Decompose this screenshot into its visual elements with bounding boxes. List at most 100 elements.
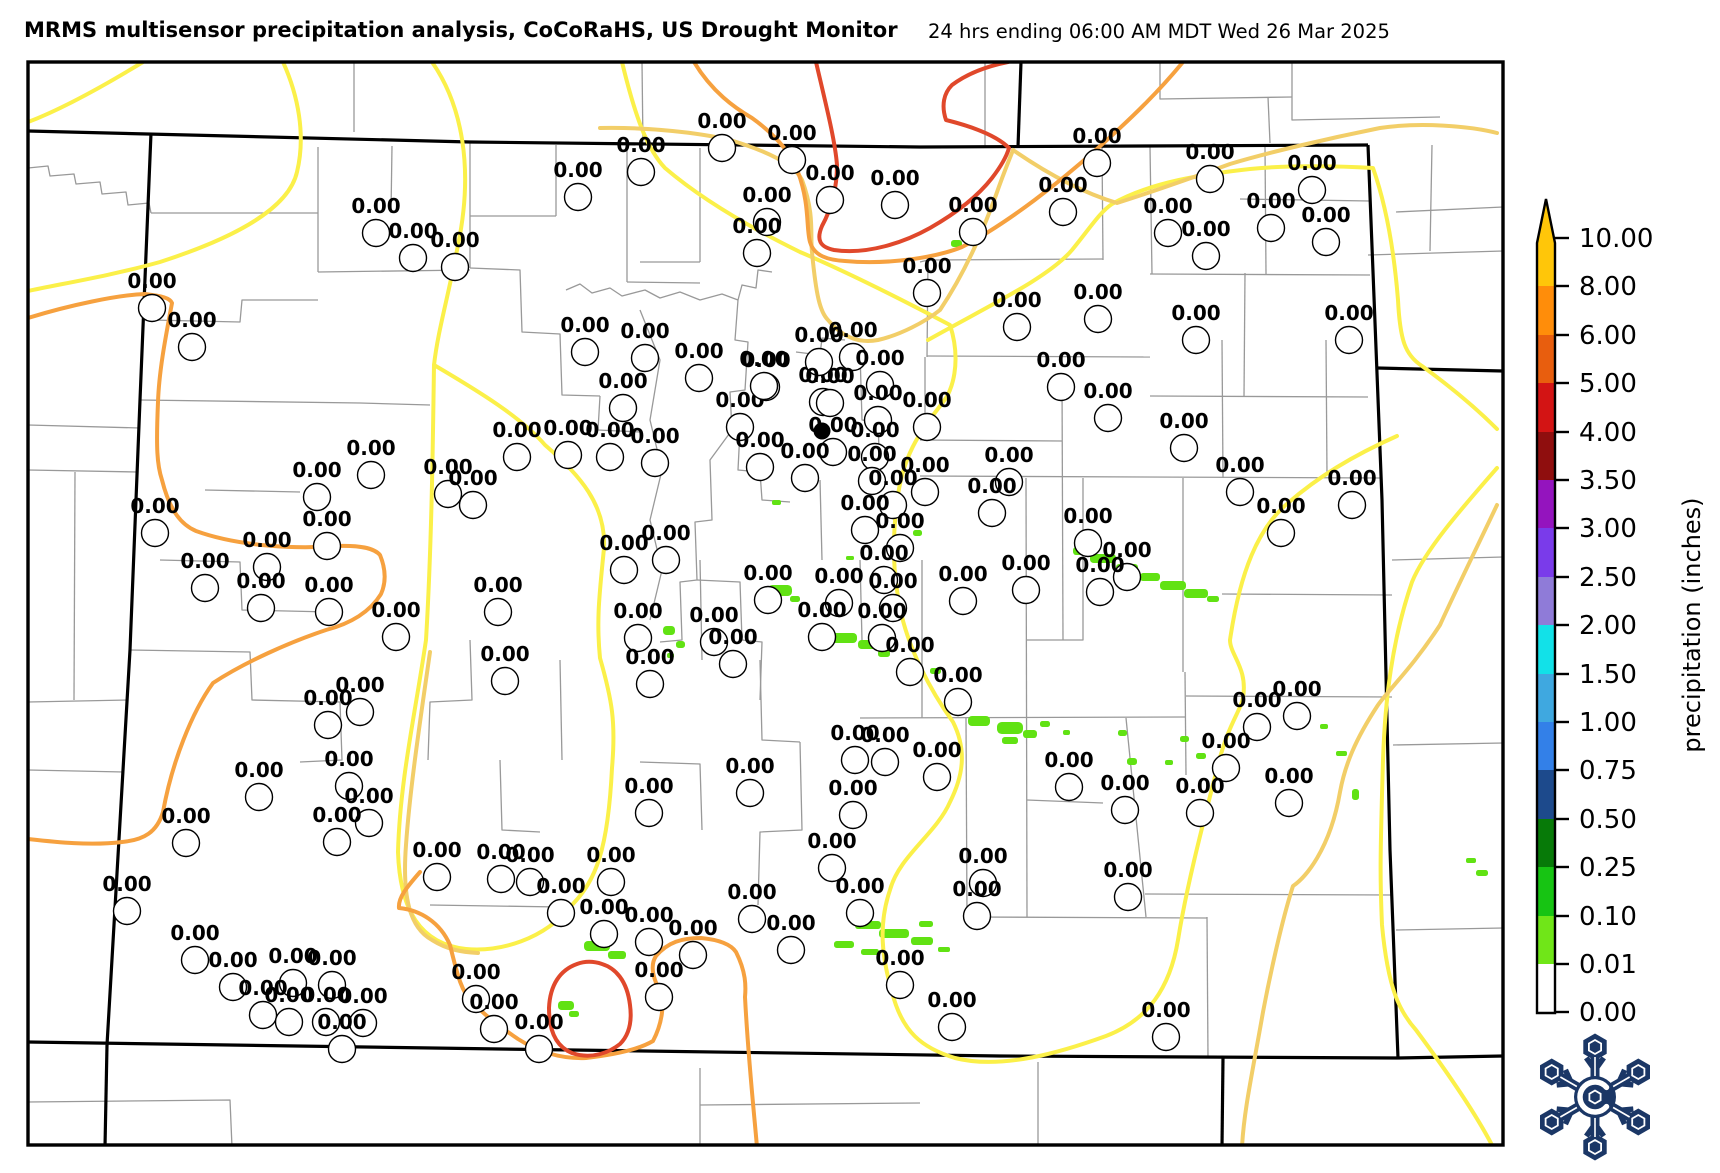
station-value-label: 0.00: [741, 348, 790, 372]
station-value-label: 0.00: [423, 455, 472, 479]
precip-patch: [968, 716, 990, 726]
county-boundary-line: [626, 281, 701, 284]
station-value-label: 0.00: [927, 988, 976, 1012]
station-value-label: 0.00: [1256, 494, 1305, 518]
station-circle: [312, 531, 342, 561]
colorbar-tick-label: 4.00: [1579, 418, 1637, 448]
precip-patch: [1160, 581, 1186, 590]
station-value-label: 0.00: [598, 369, 647, 393]
station-circle: [878, 490, 908, 520]
station-value-label: 0.00: [127, 269, 176, 293]
station-value-label: 0.00: [868, 569, 917, 593]
station-circle: [190, 573, 220, 603]
station-circle: [749, 371, 779, 401]
station-circle: [1082, 148, 1112, 178]
county-boundary-line: [159, 559, 331, 613]
station-value-label: 0.00: [828, 318, 877, 342]
station-value-label: 0.00: [1287, 151, 1336, 175]
colorbar-band: [1537, 335, 1555, 383]
station-value-label: 0.00: [620, 319, 669, 343]
station-value-label: 0.00: [641, 521, 690, 545]
colorbar-band: [1537, 674, 1555, 722]
station-value-label: 0.00: [492, 418, 541, 442]
station-circle: [490, 666, 520, 696]
station-value-label: 0.00: [875, 946, 924, 970]
county-boundary-line: [28, 1099, 233, 1145]
precip-patch: [1180, 736, 1189, 742]
precip-patch: [997, 722, 1023, 734]
station-circle: [314, 597, 344, 627]
station-value-label: 0.00: [1001, 551, 1050, 575]
station-circle: [1048, 197, 1078, 227]
county-boundary-line: [1243, 272, 1246, 398]
snowflake-arm: [1606, 1101, 1650, 1136]
county-boundary-line: [73, 471, 76, 701]
county-boundary-line: [729, 299, 749, 431]
precip-patch: [938, 947, 950, 952]
county-boundary-line: [966, 916, 1208, 919]
station-circle: [361, 218, 391, 248]
station-value-label: 0.00: [794, 323, 843, 347]
drought-contour: [28, 292, 387, 846]
station-circle: [458, 490, 488, 520]
station-value-label: 0.00: [634, 958, 683, 982]
station-value-label: 0.00: [351, 194, 400, 218]
county-boundary-line: [499, 759, 541, 833]
station-circle: [112, 896, 142, 926]
colorbar-tick-label: 8.00: [1579, 272, 1637, 302]
colorbar-outline: [1535, 198, 1557, 1015]
snowflake-tip-hex: [1583, 1133, 1607, 1161]
station-value-label: 0.00: [161, 804, 210, 828]
station-value-label: 0.00: [371, 598, 420, 622]
colorbar-band: [1537, 528, 1555, 577]
county-boundary-line: [390, 145, 393, 214]
station-circle: [962, 901, 992, 931]
station-circle: [515, 867, 545, 897]
station-value-label: 0.00: [616, 133, 665, 157]
station-value-label: 0.00: [613, 599, 662, 623]
precip-patch: [911, 937, 933, 945]
precip-patch: [569, 1011, 579, 1017]
station-circle: [845, 898, 875, 928]
station-circle: [1297, 175, 1327, 205]
station-circle: [707, 133, 737, 163]
snowflake-branch: [1562, 1109, 1575, 1126]
station-value-label: 0.00: [469, 990, 518, 1014]
station-value-label: 0.00: [735, 428, 784, 452]
station-circle: [218, 972, 248, 1002]
county-boundary-line: [469, 267, 601, 397]
station-circle: [589, 919, 619, 949]
station-circle: [1311, 227, 1341, 257]
snowflake-branch: [1556, 1080, 1572, 1088]
snowflake-arm-highlight: [1559, 1076, 1580, 1089]
colorbar-tick-label: 3.50: [1579, 466, 1637, 496]
station-circle: [815, 388, 845, 418]
station-circle: [1169, 433, 1199, 463]
snowflake-tip-hex: [1583, 1033, 1607, 1061]
station-value-label: 0.00: [338, 984, 387, 1008]
station-circle: [948, 586, 978, 616]
station-value-label: 0.00: [430, 228, 479, 252]
station-value-label: 0.00: [560, 313, 609, 337]
precip-patch: [1118, 730, 1127, 736]
snowflake-tip-hex-inner: [1588, 1038, 1602, 1056]
station-value-label: 0.00: [992, 288, 1041, 312]
precip-patch: [919, 921, 933, 927]
station-value-label: 0.00: [868, 466, 917, 490]
station-value-label: 0.00: [1324, 301, 1373, 325]
precip-patch: [861, 949, 879, 955]
logo-letter-c: [1577, 1079, 1610, 1115]
colorbar-tick-label: 6.00: [1579, 321, 1637, 351]
station-circle: [180, 945, 210, 975]
station-circle: [838, 800, 868, 830]
station-value-label: 0.00: [170, 921, 219, 945]
station-value-label: 0.00: [984, 443, 1033, 467]
station-value-label: 0.00: [912, 738, 961, 762]
colorbar-band: [1537, 577, 1555, 625]
station-circle: [302, 482, 332, 512]
station-circle: [912, 412, 942, 442]
station-circle: [1151, 1022, 1181, 1052]
station-circle: [651, 545, 681, 575]
station-value-label: 0.00: [860, 723, 909, 747]
station-value-label: 0.00: [1232, 688, 1281, 712]
